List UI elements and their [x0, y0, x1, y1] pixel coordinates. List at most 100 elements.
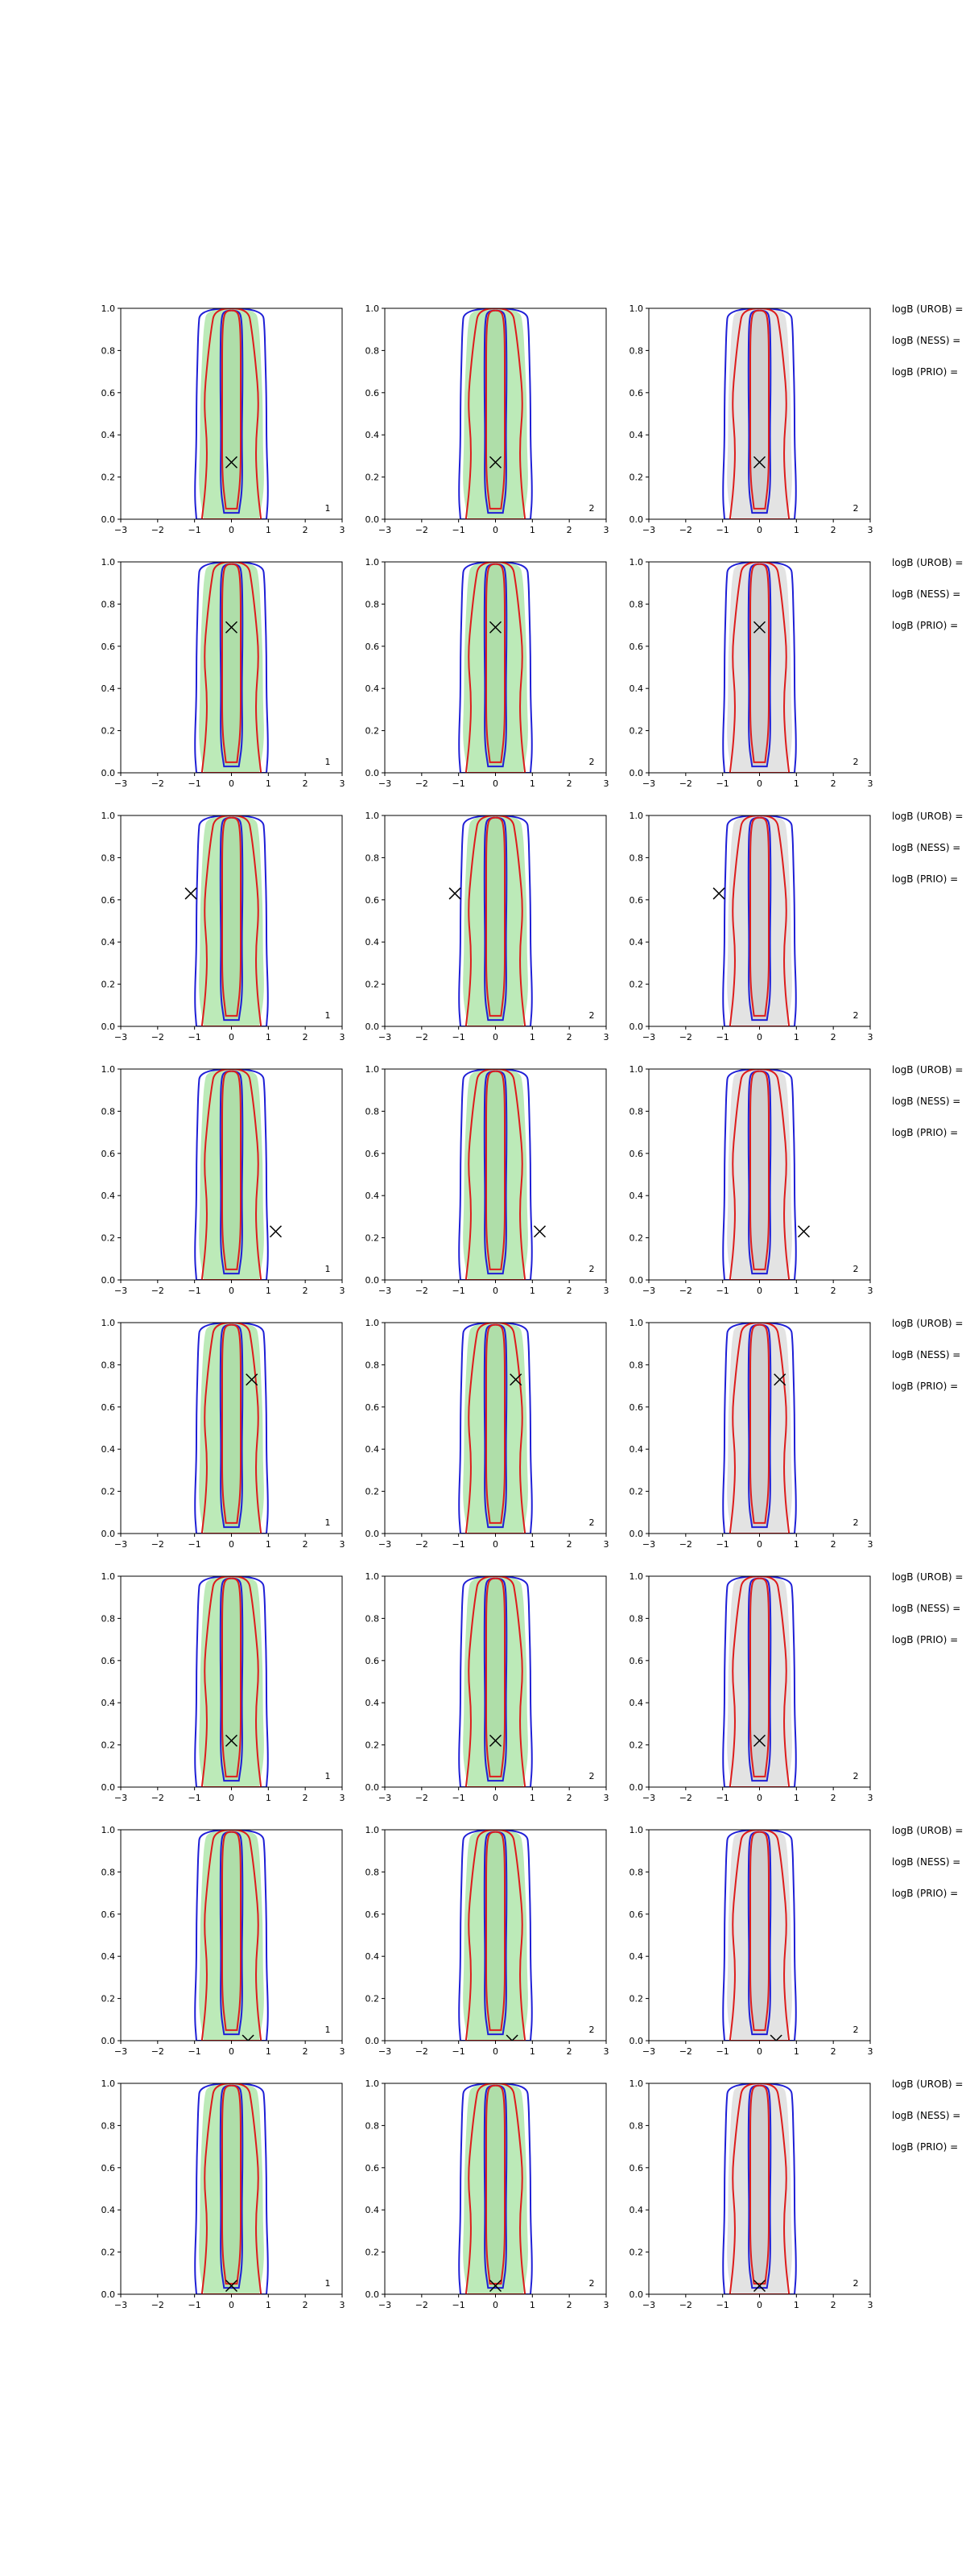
x-tick-label: 0	[493, 2300, 498, 2310]
panel-number-label: 2	[589, 757, 595, 767]
density-fill-core	[220, 1071, 243, 1274]
true-value-marker	[774, 1373, 786, 1386]
contour-red-inner	[749, 816, 770, 1017]
y-tick-label: 0.2	[101, 726, 116, 737]
density-fill-core	[484, 2085, 507, 2289]
plot-area	[458, 562, 533, 773]
y-tick-label: 0.2	[365, 1233, 380, 1244]
true-value-marker	[510, 1373, 522, 1386]
x-tick-label: 3	[604, 1032, 609, 1042]
y-tick-label: 0.8	[365, 852, 380, 863]
x-tick-label: 3	[340, 1286, 345, 1296]
x-tick-label: −3	[378, 778, 391, 789]
x-tick-label: 1	[794, 778, 799, 789]
plot-area	[194, 308, 269, 519]
y-tick-label: 0.6	[365, 895, 380, 906]
logb-label: logB (PRIO) =	[892, 1634, 958, 1645]
x-tick-label: −3	[114, 1793, 127, 1803]
logb-label: logB (NESS) =	[892, 842, 960, 853]
x-tick-label: −1	[716, 778, 729, 789]
y-tick-label: 0.0	[365, 2289, 380, 2300]
panel-r4-c3: −3 −2 −1 0 1 2 3 0.0 0.2 0.4 0.6 0.8 1.0 2	[630, 1064, 873, 1296]
contour-blue-outer	[722, 308, 797, 519]
y-tick-label: 0.2	[630, 473, 644, 483]
panel-r8-c3: −3 −2 −1 0 1 2 3 0.0 0.2 0.4 0.6 0.8 1.0 2	[630, 2079, 873, 2310]
density-fill-core	[748, 817, 771, 1021]
density-fill-core	[220, 1324, 243, 1528]
y-tick-label: 0.4	[630, 937, 644, 947]
contour-red-outer	[464, 1069, 526, 1280]
contour-red-outer	[200, 1069, 262, 1280]
y-tick-label: 0.8	[365, 599, 380, 609]
true-value-marker	[712, 887, 725, 900]
contour-red-outer	[729, 1576, 791, 1787]
y-tick-label: 1.0	[101, 811, 116, 821]
x-tick-label: 0	[493, 1539, 498, 1550]
panel-r1-c3: −3 −2 −1 0 1 2 3 0.0 0.2 0.4 0.6 0.8 1.0 2	[630, 303, 873, 535]
y-tick-label: 0.0	[630, 2289, 644, 2300]
y-tick-label: 0.2	[630, 2248, 644, 2258]
true-value-marker	[184, 887, 197, 900]
x-tick-label: −2	[415, 2046, 428, 2057]
x-tick-label: −2	[679, 1539, 692, 1550]
plot-area	[458, 1576, 533, 1787]
true-value-marker	[770, 2034, 782, 2041]
x-tick-label: −2	[679, 525, 692, 535]
contour-red-inner	[221, 563, 242, 763]
x-tick-label: −2	[679, 1286, 692, 1296]
x-tick-label: −3	[378, 1539, 391, 1550]
y-tick-label: 0.4	[630, 1698, 644, 1708]
y-tick-label: 0.0	[365, 1275, 380, 1286]
y-tick-label: 0.8	[101, 345, 116, 356]
contour-red-outer	[200, 562, 262, 773]
x-tick-label: 0	[493, 778, 498, 789]
panel-number-label: 1	[325, 1517, 331, 1528]
y-tick-label: 0.2	[365, 1994, 380, 2004]
x-tick-label: 3	[868, 1539, 873, 1550]
density-fill-core	[220, 817, 243, 1021]
panel-number-label: 2	[853, 1264, 859, 1274]
x-tick-label: 2	[567, 525, 572, 535]
true-value-marker	[533, 1225, 547, 1238]
y-tick-label: 0.0	[101, 768, 116, 778]
panel-number-label: 2	[853, 1010, 859, 1021]
density-fill-core	[484, 1578, 507, 1781]
density-fill-core	[748, 1831, 771, 2035]
x-tick-label: −3	[642, 2300, 655, 2310]
contour-blue-outer	[722, 1323, 797, 1534]
y-tick-label: 1.0	[630, 811, 644, 821]
y-tick-label: 0.8	[630, 2120, 644, 2131]
panel-number-label: 2	[589, 503, 595, 514]
x-tick-label: −3	[642, 525, 655, 535]
y-tick-label: 1.0	[365, 811, 380, 821]
contour-blue-outer	[722, 2083, 797, 2294]
density-fill-core	[748, 1071, 771, 1274]
contour-red-outer	[464, 2083, 526, 2294]
y-tick-label: 1.0	[101, 1064, 116, 1075]
x-tick-label: 1	[530, 1032, 535, 1042]
plot-area	[712, 815, 797, 1026]
x-tick-label: 0	[229, 525, 234, 535]
panel-r3-c2: −3 −2 −1 0 1 2 3 0.0 0.2 0.4 0.6 0.8 1.0 2	[365, 811, 609, 1042]
y-tick-label: 0.6	[101, 1909, 116, 1920]
y-tick-label: 1.0	[630, 303, 644, 314]
panel-r4-c1: −3 −2 −1 0 1 2 3 0.0 0.2 0.4 0.6 0.8 1.0 1	[101, 1064, 345, 1296]
x-tick-label: 0	[229, 2300, 234, 2310]
y-tick-label: 0.2	[101, 473, 116, 483]
y-tick-label: 0.6	[101, 1402, 116, 1413]
y-tick-label: 0.8	[101, 852, 116, 863]
true-value-marker	[246, 1373, 258, 1386]
y-tick-label: 1.0	[101, 1825, 116, 1835]
logb-label: logB (NESS) =	[892, 588, 960, 600]
x-tick-label: 0	[493, 1032, 498, 1042]
panel-r8-c2: −3 −2 −1 0 1 2 3 0.0 0.2 0.4 0.6 0.8 1.0 2	[365, 2079, 609, 2310]
contour-blue-outer	[194, 1323, 269, 1534]
x-tick-label: −1	[452, 2300, 465, 2310]
logb-label: logB (PRIO) =	[892, 620, 958, 631]
y-tick-label: 0.2	[630, 1487, 644, 1497]
contour-red-inner	[221, 2084, 242, 2285]
y-tick-label: 1.0	[365, 1064, 380, 1075]
y-tick-label: 0.8	[365, 2120, 380, 2131]
x-tick-label: 2	[831, 1539, 836, 1550]
